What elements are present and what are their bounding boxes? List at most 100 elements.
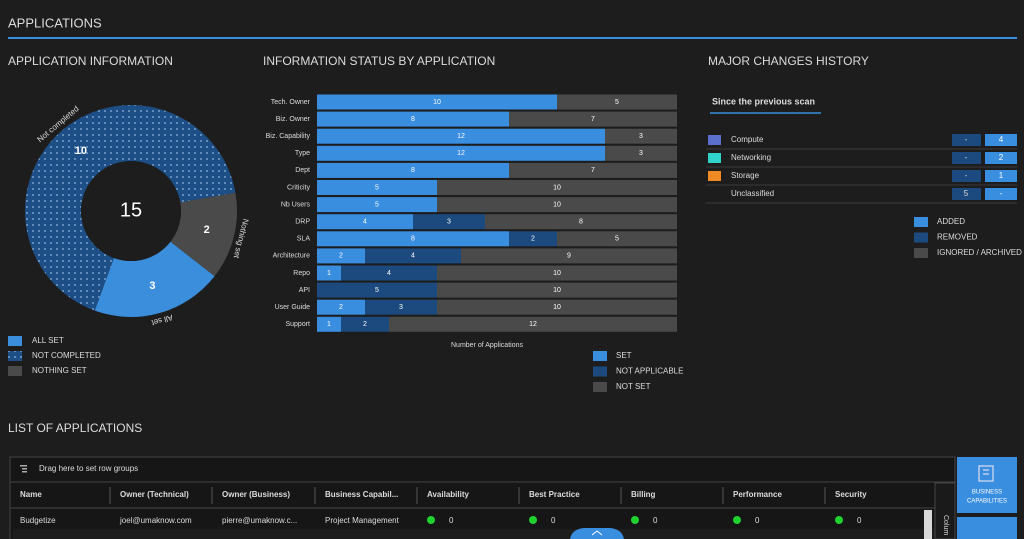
section-title: MAJOR CHANGES HISTORY bbox=[708, 54, 869, 68]
bar-value: 8 bbox=[411, 236, 415, 243]
column-header[interactable]: Performance bbox=[733, 490, 782, 499]
table bbox=[9, 456, 956, 539]
bar-segment bbox=[317, 265, 341, 281]
bar-segment bbox=[485, 214, 677, 230]
bar-value: 8 bbox=[579, 219, 583, 226]
bar-segment bbox=[317, 282, 437, 298]
bar-segment bbox=[605, 128, 677, 144]
bar-segment bbox=[557, 231, 677, 247]
removed-box bbox=[952, 134, 981, 146]
y-tick-label: Criticity bbox=[287, 184, 310, 191]
column-header[interactable]: Best Practice bbox=[529, 490, 580, 499]
column-header[interactable]: Availability bbox=[427, 490, 469, 499]
bar-segment bbox=[317, 162, 509, 178]
column-header[interactable]: Business Capabil... bbox=[325, 490, 398, 499]
legend-label: NOT COMPLETED bbox=[32, 351, 101, 360]
bar-value: 8 bbox=[411, 116, 415, 123]
bar-value: 4 bbox=[363, 219, 367, 226]
column-header[interactable]: Security bbox=[835, 490, 867, 499]
donut-slice bbox=[25, 105, 236, 311]
legend-label: SET bbox=[616, 351, 632, 360]
table-cell: 0 bbox=[755, 516, 760, 525]
table-row bbox=[13, 529, 935, 539]
y-tick-label: User Guide bbox=[275, 304, 311, 311]
added-box bbox=[985, 188, 1017, 200]
bar-value: 7 bbox=[591, 167, 595, 174]
y-tick-label: Support bbox=[285, 321, 310, 328]
bar-value: 10 bbox=[553, 304, 561, 311]
category-name: Networking bbox=[731, 153, 771, 162]
y-tick-label: Architecture bbox=[273, 253, 310, 260]
removed-box bbox=[952, 170, 981, 182]
donut-total: 15 bbox=[120, 199, 142, 221]
legend-swatch bbox=[8, 336, 22, 346]
status-dot bbox=[427, 516, 435, 524]
table-cell: 0 bbox=[449, 516, 454, 525]
scrollbar[interactable] bbox=[924, 510, 932, 539]
table-cell: 0 bbox=[551, 516, 556, 525]
group-hint: Drag here to set row groups bbox=[39, 464, 138, 473]
bar-value: 3 bbox=[399, 304, 403, 311]
legend-label: REMOVED bbox=[937, 233, 978, 242]
bar-segment bbox=[341, 316, 389, 332]
added-count: 2 bbox=[999, 153, 1004, 162]
column-header[interactable]: Owner (Business) bbox=[222, 490, 290, 499]
side-button[interactable] bbox=[957, 457, 1017, 513]
legend-swatch bbox=[914, 217, 928, 227]
side-button[interactable] bbox=[957, 517, 1017, 539]
bar-segment bbox=[317, 231, 509, 247]
bar-segment bbox=[317, 299, 365, 315]
legend-label: NOT SET bbox=[616, 382, 651, 391]
bar-segment bbox=[557, 94, 677, 110]
legend-swatch bbox=[593, 382, 607, 392]
legend-swatch bbox=[593, 351, 607, 361]
removed-count: - bbox=[965, 135, 968, 144]
status-dot bbox=[631, 516, 639, 524]
y-tick-label: Nb Users bbox=[281, 201, 311, 208]
columns-tab[interactable] bbox=[934, 482, 956, 539]
chevron bbox=[591, 530, 603, 536]
side-button-label: BUSINESS bbox=[972, 490, 1002, 496]
bar-value: 4 bbox=[387, 270, 391, 277]
bar-value: 5 bbox=[375, 201, 379, 208]
section-title: INFORMATION STATUS BY APPLICATION bbox=[263, 54, 495, 68]
category-name: Unclassified bbox=[731, 189, 774, 198]
legend-label: NOT APPLICABLE bbox=[616, 367, 683, 376]
table-cell: Budgetize bbox=[20, 516, 56, 525]
bar-segment bbox=[509, 111, 677, 127]
bar-value: 3 bbox=[639, 133, 643, 140]
y-tick-label: Repo bbox=[293, 270, 310, 277]
legend-label: NOTHING SET bbox=[32, 366, 87, 375]
column-header[interactable]: Name bbox=[20, 490, 42, 499]
status-dot bbox=[733, 516, 741, 524]
bar-value: 1 bbox=[327, 270, 331, 277]
y-tick-label: Dept bbox=[295, 167, 310, 174]
legend-label: IGNORED / ARCHIVED bbox=[937, 248, 1022, 257]
category-swatch bbox=[708, 171, 721, 181]
column-header[interactable]: Owner (Technical) bbox=[120, 490, 189, 499]
bar-segment bbox=[437, 282, 677, 298]
bar-value: 5 bbox=[615, 236, 619, 243]
column-header[interactable]: Billing bbox=[631, 490, 656, 499]
added-box bbox=[985, 152, 1017, 164]
bar-segment bbox=[317, 111, 509, 127]
bar-value: 1 bbox=[327, 321, 331, 328]
bar-segment bbox=[437, 265, 677, 281]
x-axis-label: Number of Applications bbox=[451, 342, 523, 349]
bar-value: 10 bbox=[433, 99, 441, 106]
y-tick-label: DRP bbox=[295, 219, 310, 226]
removed-count: - bbox=[965, 153, 968, 162]
donut-slice bbox=[94, 241, 215, 317]
bar-value: 4 bbox=[411, 253, 415, 260]
legend-swatch bbox=[8, 351, 22, 361]
bar-segment bbox=[317, 248, 365, 264]
bar-segment bbox=[317, 214, 413, 230]
removed-count: 5 bbox=[964, 189, 969, 198]
group-icon bbox=[20, 465, 27, 473]
section-title: APPLICATION INFORMATION bbox=[8, 54, 173, 68]
added-box bbox=[985, 134, 1017, 146]
scroll-tab[interactable] bbox=[570, 528, 624, 539]
category-name: Compute bbox=[731, 135, 764, 144]
bar-segment bbox=[509, 162, 677, 178]
